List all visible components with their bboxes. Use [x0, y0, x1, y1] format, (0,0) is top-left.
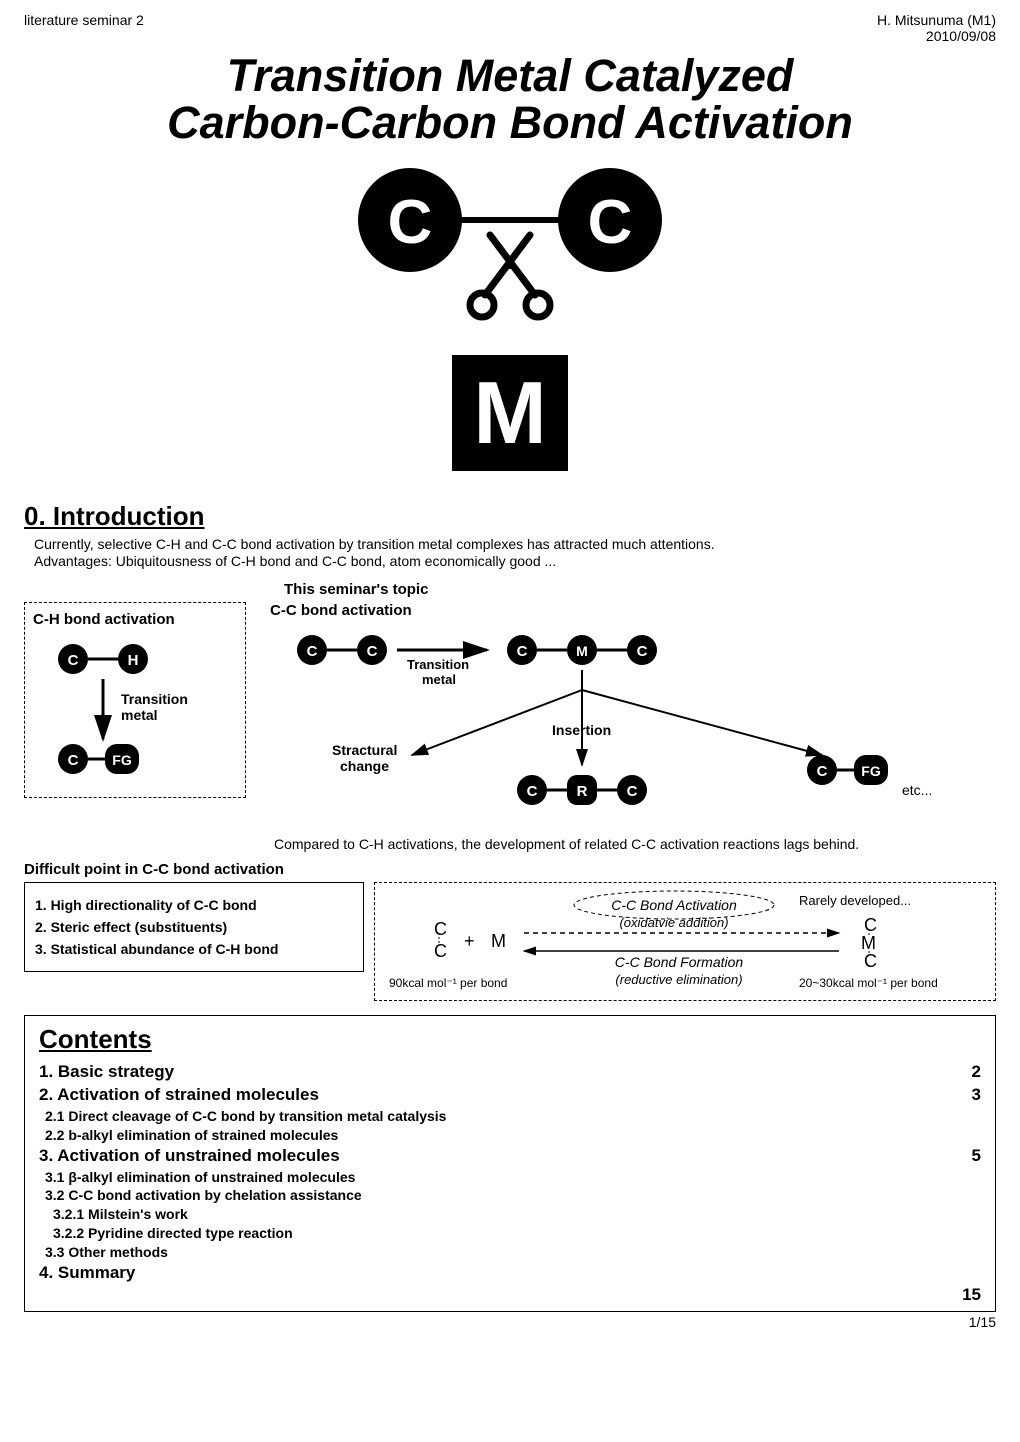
toc-item-2-2: 2.2 b-alkyl elimination of strained mole… — [45, 1126, 981, 1145]
toc-bottom-page: 15 — [39, 1285, 981, 1305]
scheme-diagram: C-C Bond Activation Rarely developed... … — [379, 887, 989, 991]
svg-text:C: C — [527, 783, 538, 800]
intro-line-1: Currently, selective C-H and C-C bond ac… — [34, 536, 715, 552]
hero-diagram: C C M — [330, 165, 690, 485]
difficult-points-box: 1. High directionality of C-C bond 2. St… — [24, 882, 364, 972]
ch-node-c: C — [68, 652, 79, 669]
toc-item-3: 3. Activation of unstrained molecules 5 — [39, 1145, 981, 1168]
toc-item-3-3: 3.3 Other methods — [45, 1243, 981, 1262]
toc-item-2: 2. Activation of strained molecules 3 — [39, 1084, 981, 1107]
svg-text:C: C — [307, 643, 318, 660]
scheme-top-note: Rarely developed... — [799, 893, 911, 908]
ch-node-fg: FG — [112, 752, 132, 768]
ch-diagram: C H Transition metal C FG — [33, 634, 233, 784]
toc-item-3-2: 3.2 C-C bond activation by chelation ass… — [45, 1186, 981, 1205]
cc-activation-box: C-C bond activation C C Transition metal… — [262, 602, 996, 830]
diff-point-3: 3. Statistical abundance of C-H bond — [35, 941, 353, 957]
toc-page: 3 — [972, 1084, 981, 1107]
header-right: H. Mitsunuma (M1) 2010/09/08 — [877, 12, 996, 44]
svg-text:+: + — [464, 931, 475, 951]
main-title: Transition Metal Catalyzed Carbon-Carbon… — [24, 52, 996, 147]
toc-item-3-2-1: 3.2.1 Milstein's work — [53, 1205, 981, 1224]
svg-text:C: C — [627, 783, 638, 800]
ch-arrow-label-1: Transition — [121, 691, 188, 707]
toc-page: 5 — [972, 1145, 981, 1168]
header-date: 2010/09/08 — [926, 28, 996, 44]
hero-c-right: C — [588, 188, 633, 257]
header-left: literature seminar 2 — [24, 12, 144, 44]
svg-text:C: C — [864, 951, 877, 971]
svg-text:M: M — [576, 643, 588, 659]
toc-item-3-1: 3.1 β-alkyl elimination of unstrained mo… — [45, 1168, 981, 1187]
cc-label-insertion: Insertion — [552, 722, 611, 738]
toc-text: 1. Basic strategy — [39, 1061, 174, 1084]
diff-point-2: 2. Steric effect (substituents) — [35, 919, 353, 935]
ch-arrow-label-2: metal — [121, 707, 158, 723]
scheme-top-sub: (oxidatvie addition) — [619, 915, 728, 930]
page-header: literature seminar 2 H. Mitsunuma (M1) 2… — [24, 12, 996, 44]
topic-label: This seminar's topic — [284, 581, 996, 598]
toc-item-2-1: 2.1 Direct cleavage of C-C bond by trans… — [45, 1107, 981, 1126]
difficult-heading: Difficult point in C-C bond activation — [24, 861, 996, 878]
ch-node-h: H — [128, 652, 139, 669]
cc-label-stract2: change — [340, 758, 389, 774]
svg-text:metal: metal — [422, 672, 456, 687]
svg-text:C: C — [864, 915, 877, 935]
hero-m: M — [473, 363, 546, 462]
scheme-energy-right: 20~30kcal mol⁻¹ per bond — [799, 976, 938, 990]
ch-node-c2: C — [68, 752, 79, 769]
section-0-heading: 0. Introduction — [24, 501, 996, 532]
cc-diagram: C C Transition metal C M C Insertion Str — [262, 625, 982, 825]
toc-text: 3. Activation of unstrained molecules — [39, 1145, 340, 1168]
svg-text:Transition: Transition — [407, 657, 469, 672]
hero-c-left: C — [388, 188, 433, 257]
toc-item-1: 1. Basic strategy 2 — [39, 1061, 981, 1084]
scheme-bot-label: C-C Bond Formation — [615, 954, 744, 970]
ch-activation-box: C-H bond activation C H Transition metal… — [24, 602, 246, 798]
contents-box: Contents 1. Basic strategy 2 2. Activati… — [24, 1015, 996, 1312]
svg-text:FG: FG — [861, 763, 881, 779]
svg-text:C: C — [817, 763, 828, 780]
activation-panels: C-H bond activation C H Transition metal… — [24, 602, 996, 830]
scheme-energy-left: 90kcal mol⁻¹ per bond — [389, 976, 507, 990]
toc-page: 2 — [972, 1061, 981, 1084]
scheme-bot-sub: (reductive elimination) — [615, 972, 742, 987]
svg-text:C: C — [434, 941, 447, 961]
svg-text:C: C — [367, 643, 378, 660]
svg-text:R: R — [577, 783, 588, 800]
difficult-row: 1. High directionality of C-C bond 2. St… — [24, 882, 996, 1001]
scheme-box: C-C Bond Activation Rarely developed... … — [374, 882, 996, 1001]
svg-text:C: C — [434, 919, 447, 939]
title-line-1: Transition Metal Catalyzed — [227, 50, 794, 101]
cc-box-title: C-C bond activation — [270, 602, 996, 619]
cc-label-stract1: Stractural — [332, 742, 397, 758]
intro-line-2: Advantages: Ubiquitousness of C-H bond a… — [34, 553, 556, 569]
toc-item-3-2-2: 3.2.2 Pyridine directed type reaction — [53, 1224, 981, 1243]
title-line-2: Carbon-Carbon Bond Activation — [167, 97, 853, 148]
diff-point-1: 1. High directionality of C-C bond — [35, 897, 353, 913]
compared-text: Compared to C-H activations, the develop… — [274, 836, 996, 854]
scheme-top-label: C-C Bond Activation — [611, 897, 737, 913]
intro-text: Currently, selective C-H and C-C bond ac… — [34, 536, 996, 571]
ch-box-title: C-H bond activation — [33, 611, 237, 628]
contents-heading: Contents — [39, 1024, 981, 1055]
scissors-icon — [470, 235, 550, 317]
svg-text:C: C — [517, 643, 528, 660]
header-author: H. Mitsunuma (M1) — [877, 12, 996, 28]
toc-text: 2. Activation of strained molecules — [39, 1084, 319, 1107]
footer-page-number: 1/15 — [24, 1314, 996, 1330]
toc-text: 4. Summary — [39, 1262, 135, 1285]
svg-text:M: M — [491, 931, 506, 951]
svg-text:M: M — [861, 933, 876, 953]
svg-text:C: C — [637, 643, 648, 660]
cc-label-etc: etc... — [902, 782, 932, 798]
toc-item-4: 4. Summary — [39, 1262, 981, 1285]
